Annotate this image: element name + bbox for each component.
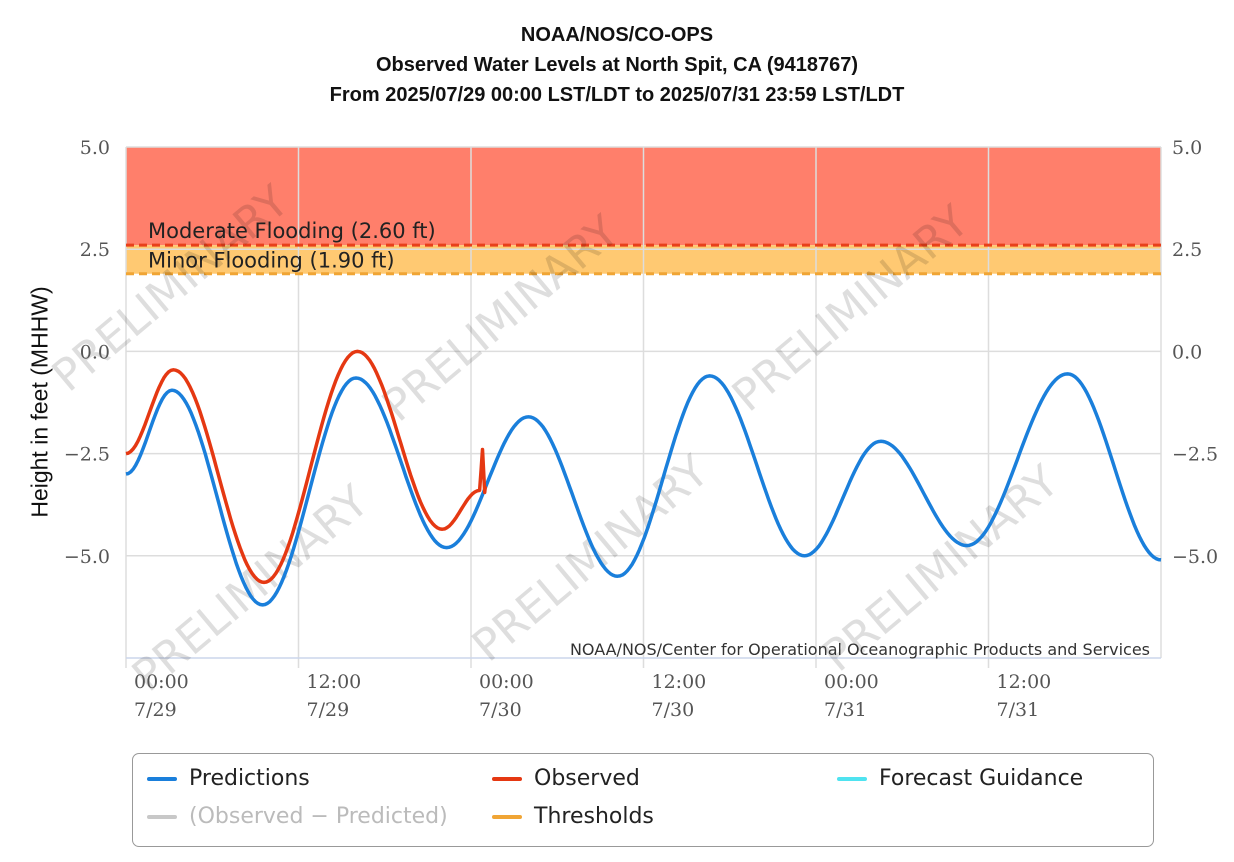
y-tick-label-right: 2.5 bbox=[1172, 239, 1202, 261]
y-tick-label-left: −5.0 bbox=[64, 546, 110, 568]
x-tick-date-label: 7/29 bbox=[134, 699, 177, 721]
watermark-text: PRELIMINARY bbox=[123, 476, 379, 702]
x-tick-time-label: 00:00 bbox=[824, 671, 879, 693]
chart-title-line-3: From 2025/07/29 00:00 LST/LDT to 2025/07… bbox=[329, 84, 905, 106]
legend-swatch bbox=[147, 814, 177, 819]
y-tick-label-right: 5.0 bbox=[1172, 137, 1202, 159]
minor-flood-label: Minor Flooding (1.90 ft) bbox=[148, 249, 395, 273]
x-tick-date-label: 7/31 bbox=[997, 699, 1040, 721]
x-tick-time-label: 12:00 bbox=[307, 671, 362, 693]
legend: Predictions Observed Forecast Guidance (… bbox=[132, 753, 1154, 847]
y-tick-label-right: −2.5 bbox=[1172, 444, 1218, 466]
legend-swatch bbox=[492, 776, 522, 781]
legend-item-thresholds[interactable]: Thresholds bbox=[492, 804, 654, 829]
chart-title-line-1: NOAA/NOS/CO-OPS bbox=[520, 24, 714, 46]
legend-swatch bbox=[837, 776, 867, 781]
x-tick-time-label: 00:00 bbox=[479, 671, 534, 693]
legend-label: Predictions bbox=[189, 766, 310, 791]
legend-label: (Observed − Predicted) bbox=[189, 804, 448, 829]
chart-title-line-2: Observed Water Levels at North Spit, CA … bbox=[375, 54, 858, 76]
legend-item-observed-minus-predicted[interactable]: (Observed − Predicted) bbox=[147, 804, 448, 829]
watermark-text: PRELIMINARY bbox=[463, 446, 719, 672]
x-tick-date-label: 7/30 bbox=[479, 699, 522, 721]
y-axis-label: Height in feet (MHHW) bbox=[26, 286, 53, 518]
y-tick-label-left: 5.0 bbox=[80, 137, 110, 159]
moderate-flood-label: Moderate Flooding (2.60 ft) bbox=[148, 219, 436, 243]
series-line-predictions bbox=[125, 372, 1162, 607]
y-tick-label-left: −2.5 bbox=[64, 444, 110, 466]
x-tick-time-label: 12:00 bbox=[652, 671, 707, 693]
x-tick-time-label: 00:00 bbox=[134, 671, 189, 693]
y-tick-label-left: 0.0 bbox=[80, 341, 110, 363]
legend-item-observed[interactable]: Observed bbox=[492, 766, 640, 791]
legend-label: Forecast Guidance bbox=[879, 766, 1084, 791]
legend-item-forecast-guidance[interactable]: Forecast Guidance bbox=[837, 766, 1083, 791]
y-tick-label-left: 2.5 bbox=[80, 239, 110, 261]
y-tick-label-right: 0.0 bbox=[1172, 341, 1202, 363]
legend-item-predictions[interactable]: Predictions bbox=[147, 766, 310, 791]
series-line-observed bbox=[125, 349, 488, 585]
legend-swatch bbox=[147, 776, 177, 781]
credit-text: NOAA/NOS/Center for Operational Oceanogr… bbox=[570, 640, 1150, 659]
y-tick-label-right: −5.0 bbox=[1172, 546, 1218, 568]
legend-label: Observed bbox=[534, 766, 640, 791]
x-tick-date-label: 7/31 bbox=[824, 699, 867, 721]
legend-swatch bbox=[492, 814, 522, 819]
water-level-chart: Moderate Flooding (2.60 ft) Minor Floodin… bbox=[43, 137, 1218, 721]
x-tick-date-label: 7/29 bbox=[307, 699, 350, 721]
x-tick-time-label: 12:00 bbox=[997, 671, 1052, 693]
x-tick-date-label: 7/30 bbox=[652, 699, 695, 721]
legend-label: Thresholds bbox=[534, 804, 654, 829]
